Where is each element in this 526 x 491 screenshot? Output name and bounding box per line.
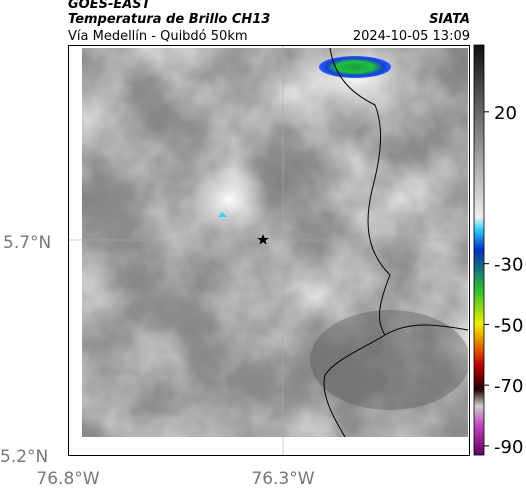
map-frame (68, 45, 470, 456)
colorbar-tick-label: -90 (494, 437, 523, 458)
colorbar-tick-label: 20 (494, 103, 517, 124)
location-star (257, 234, 269, 245)
colorbar (473, 44, 485, 456)
timestamp: 2024-10-05 13:09 (352, 29, 470, 44)
lat-label: 5.2°N (0, 447, 48, 467)
imagery (82, 48, 468, 437)
colorbar-tick-label: -30 (494, 255, 523, 276)
colorbar-tick-label: -50 (494, 315, 523, 336)
title: Temperatura de Brillo CH13 (68, 12, 271, 27)
lon-label: 76.8°W (36, 469, 99, 489)
lat-label: 5.7°N (3, 233, 51, 253)
satellite: GOES-EAST (68, 0, 151, 12)
subtitle: Vía Medellín - Quibdó 50km (68, 29, 248, 44)
lon-label: 76.3°W (251, 469, 314, 489)
colorbar-tick-label: -70 (494, 376, 523, 397)
source: SIATA (429, 12, 470, 27)
